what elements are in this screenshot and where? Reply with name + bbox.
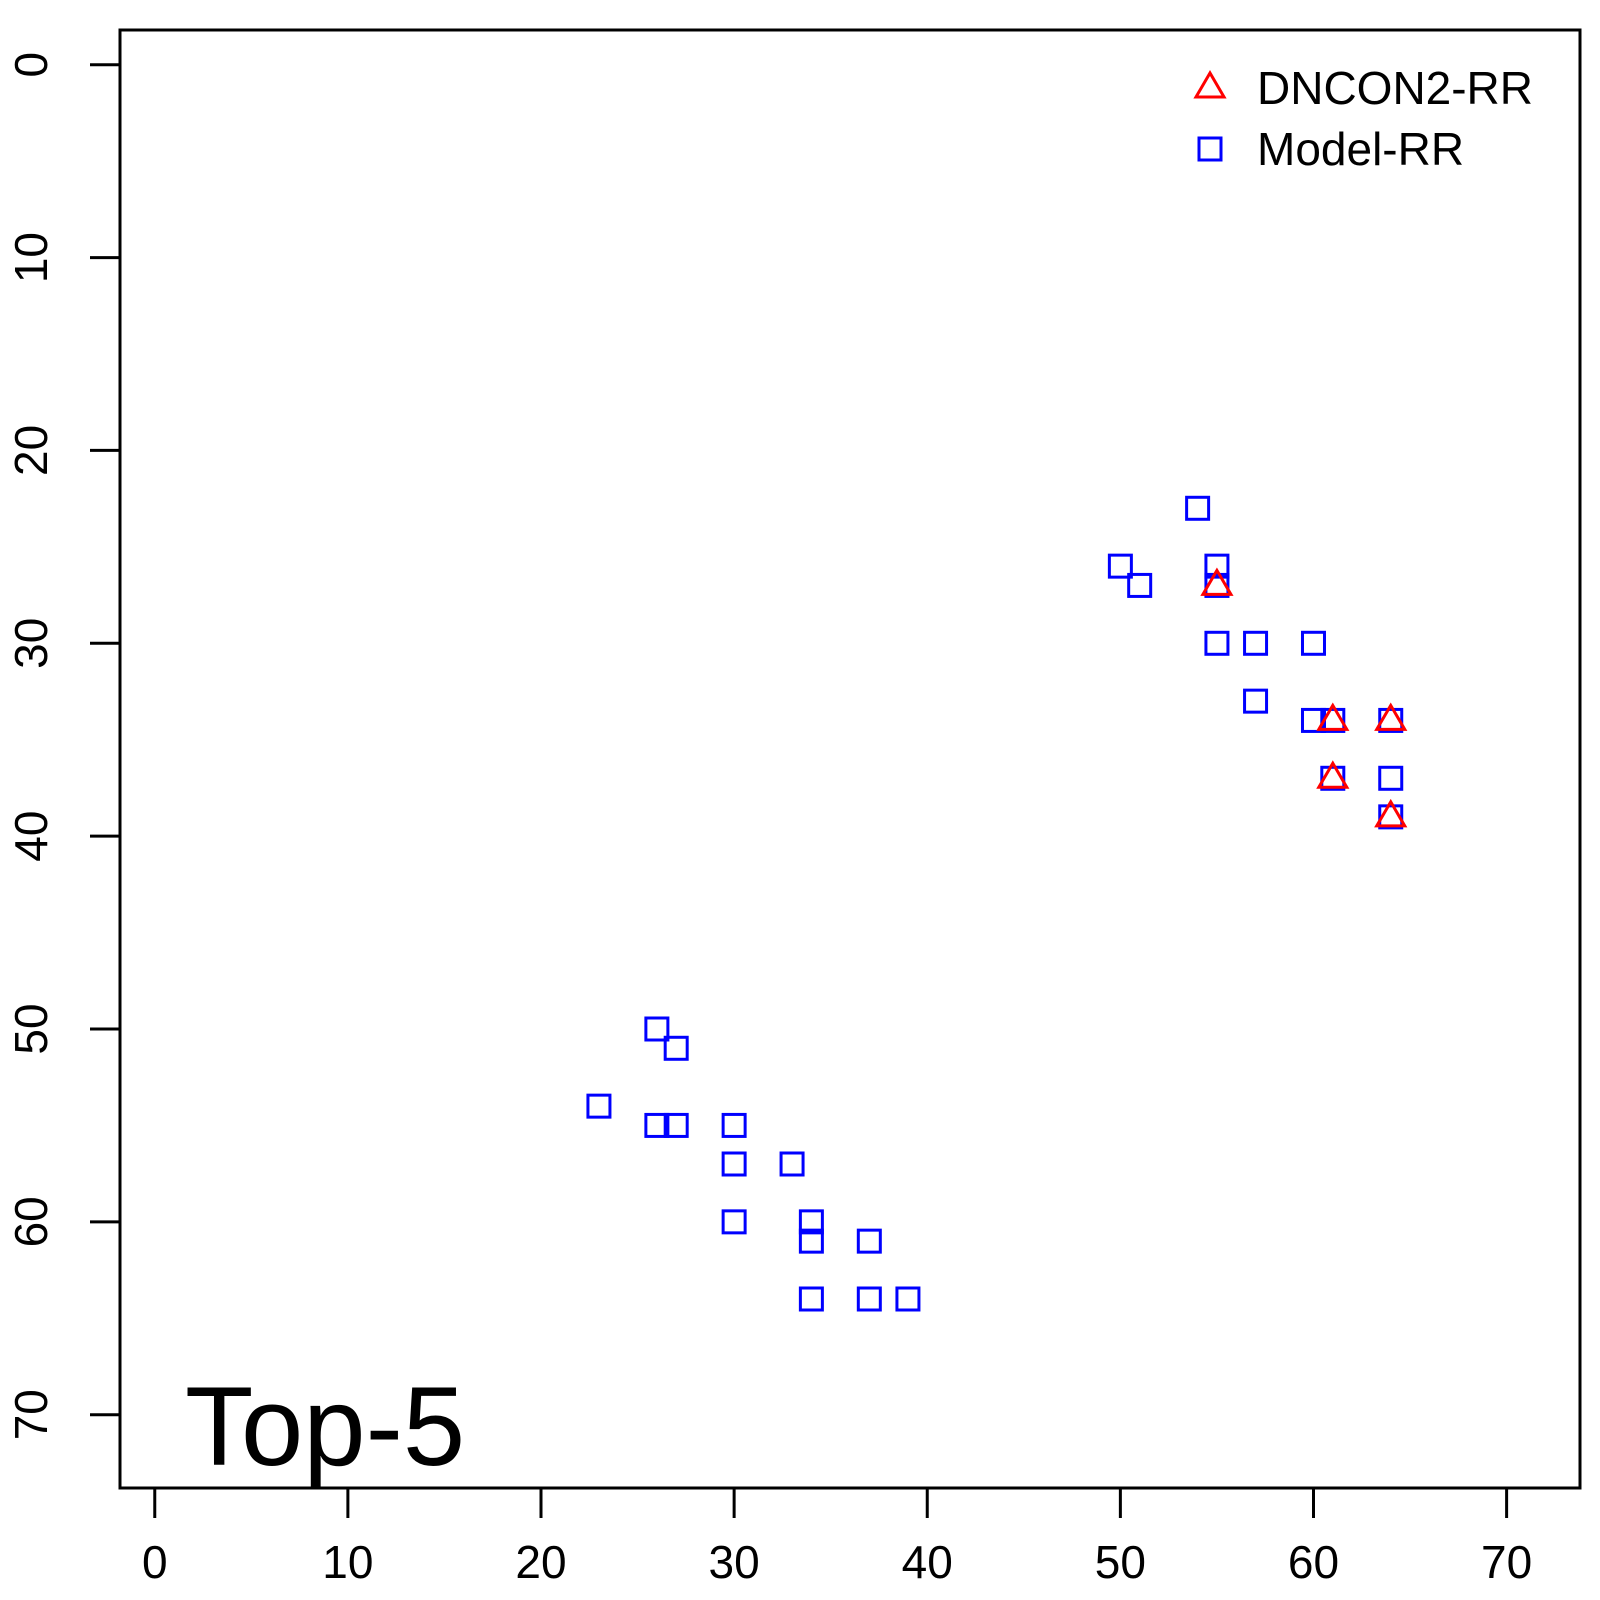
point-square [721, 1151, 747, 1177]
point-square [663, 1035, 689, 1061]
legend: DNCON2-RR Model-RR [1193, 62, 1533, 175]
point-square [1243, 688, 1269, 714]
point-square [1378, 804, 1404, 830]
x-tick-label: 0 [142, 1536, 168, 1588]
point-square [1127, 572, 1153, 598]
x-tick-label: 50 [1095, 1536, 1146, 1588]
plot-frame [118, 28, 1582, 1490]
point-square [798, 1228, 824, 1254]
point-square [586, 1093, 612, 1119]
legend-symbol-square [1197, 136, 1223, 162]
series-triangle [1200, 567, 1408, 828]
point-square [1320, 707, 1346, 733]
legend-label: DNCON2-RR [1257, 62, 1533, 114]
point-square [1378, 707, 1404, 733]
y-tick-label: 10 [5, 232, 57, 283]
point-square [663, 1112, 689, 1138]
point-triangle [1374, 702, 1408, 731]
point-triangle [1316, 760, 1350, 789]
x-axis: 0 10 20 30 40 50 60 70 [142, 1486, 1532, 1588]
point-square [721, 1209, 747, 1235]
y-tick-label: 0 [5, 52, 57, 78]
point-square [1320, 765, 1346, 791]
point-square [644, 1016, 670, 1042]
panel-annotation: Top-5 [185, 1364, 465, 1489]
point-square [644, 1112, 670, 1138]
point-square [1204, 630, 1230, 656]
y-tick-label: 40 [5, 811, 57, 862]
point-square [1204, 553, 1230, 579]
point-square [1243, 630, 1269, 656]
data-points [586, 495, 1408, 1312]
point-square [1204, 572, 1230, 598]
point-square [856, 1286, 882, 1312]
y-tick-label: 30 [5, 618, 57, 669]
y-axis: 0 10 20 30 40 50 60 70 [5, 52, 122, 1440]
x-tick-label: 10 [322, 1536, 373, 1588]
y-tick-label: 70 [5, 1389, 57, 1440]
point-square [779, 1151, 805, 1177]
point-square [1107, 553, 1133, 579]
point-square [856, 1228, 882, 1254]
point-triangle [1200, 567, 1234, 596]
point-triangle [1374, 798, 1408, 828]
x-tick-label: 70 [1481, 1536, 1532, 1588]
legend-label: Model-RR [1257, 123, 1464, 175]
point-square [798, 1209, 824, 1235]
x-tick-label: 30 [709, 1536, 760, 1588]
point-square [1378, 765, 1404, 791]
y-tick-label: 20 [5, 425, 57, 476]
x-tick-label: 20 [515, 1536, 566, 1588]
y-tick-label: 50 [5, 1003, 57, 1054]
y-tick-label: 60 [5, 1196, 57, 1247]
point-square [798, 1286, 824, 1312]
point-triangle [1316, 702, 1350, 731]
point-square [721, 1112, 747, 1138]
series-square [586, 495, 1404, 1312]
legend-symbol-triangle [1193, 70, 1227, 99]
x-tick-label: 60 [1288, 1536, 1339, 1588]
point-square [895, 1286, 921, 1312]
point-square [1300, 630, 1326, 656]
point-square [1185, 495, 1211, 521]
x-tick-label: 40 [902, 1536, 953, 1588]
